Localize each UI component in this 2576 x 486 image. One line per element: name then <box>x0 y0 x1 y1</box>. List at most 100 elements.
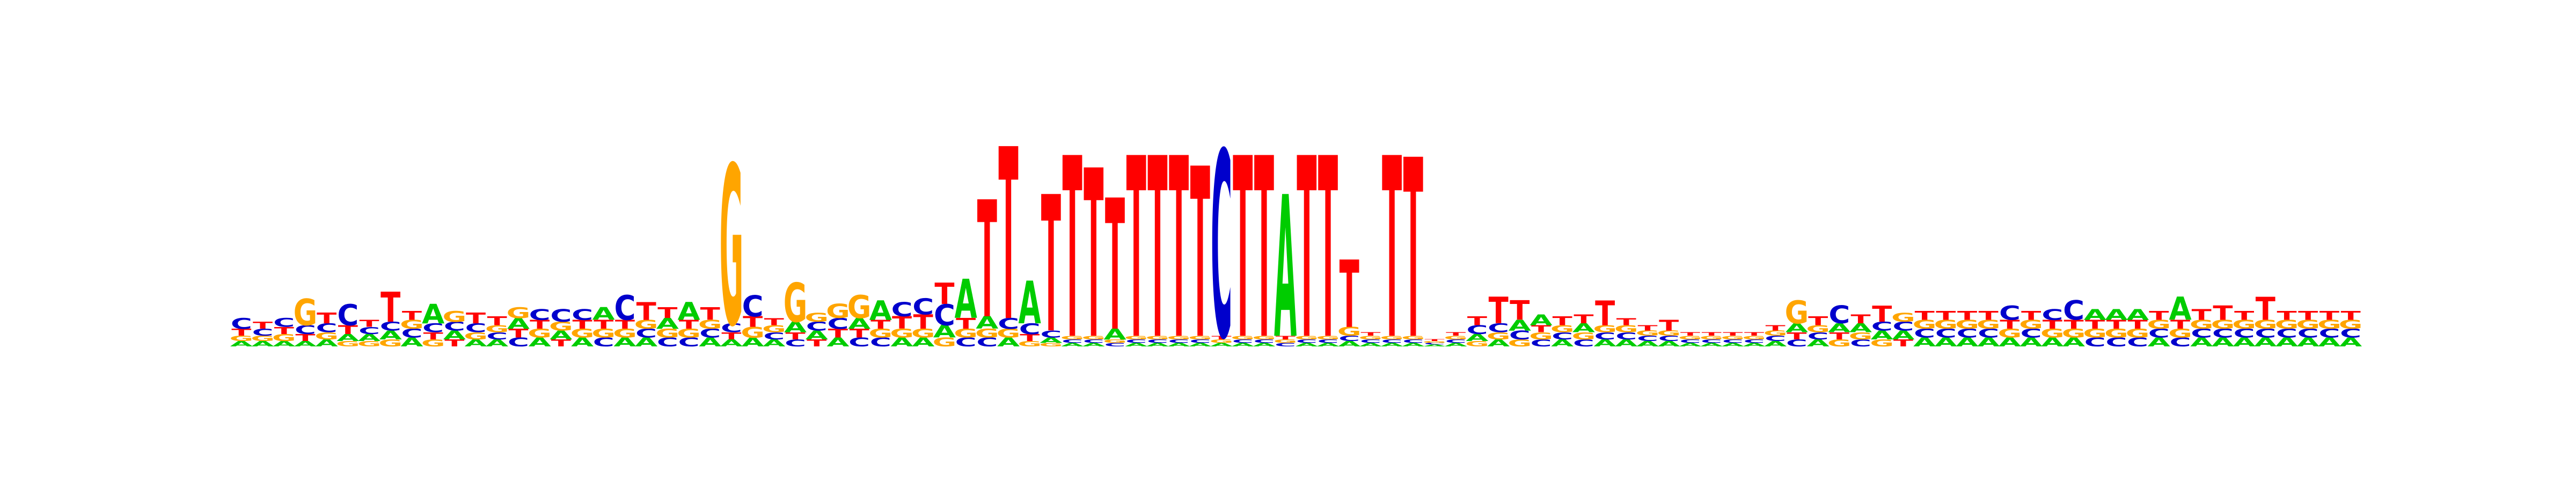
logo-letter-G-pos-98: G <box>2296 317 2320 332</box>
logo-letter-G-pos-16: G <box>549 319 573 333</box>
logo-letter-A-pos-77: A <box>1849 321 1872 335</box>
logo-letter-A-pos-69: A <box>1679 342 1701 347</box>
logo-letter-C-pos-37: C <box>998 315 1019 332</box>
logo-letter-C-pos-46: C <box>1189 338 1211 344</box>
logo-letter-A-pos-42: A <box>1103 326 1126 343</box>
logo-letter-G-pos-60: G <box>1487 330 1511 342</box>
logo-letter-C-pos-54: C <box>1360 338 1381 344</box>
logo-letter-T-pos-63: T <box>1553 314 1573 328</box>
logo-letter-T-pos-22: T <box>679 317 699 332</box>
logo-letter-C-pos-6: C <box>337 298 358 332</box>
logo-letter-G-pos-14: G <box>507 305 531 322</box>
logo-letter-T-pos-11: T <box>444 337 465 349</box>
logo-letter-T-pos-83: T <box>1979 308 1999 323</box>
logo-letter-G-pos-92: G <box>2168 326 2192 340</box>
logo-letter-C-pos-67: C <box>1637 335 1658 343</box>
logo-letter-T-pos-18: T <box>594 317 614 332</box>
logo-letter-C-pos-29: C <box>827 315 848 332</box>
logo-letter-T-pos-12: T <box>466 310 486 327</box>
logo-letter-G-pos-17: G <box>570 326 595 340</box>
logo-letter-A-pos-96: A <box>2254 335 2277 350</box>
logo-letter-T-pos-69: T <box>1680 331 1701 337</box>
logo-letter-T-pos-78: T <box>1872 302 1892 327</box>
logo-letter-G-pos-58: G <box>1444 335 1468 340</box>
logo-letter-A-pos-75: A <box>1807 337 1830 349</box>
logo-letter-A-pos-32: A <box>890 335 913 350</box>
logo-letter-T-pos-64: T <box>1574 312 1594 327</box>
logo-letter-C-pos-18: C <box>593 335 614 350</box>
logo-letter-C-pos-12: C <box>465 321 487 335</box>
logo-letter-C-pos-8: C <box>380 319 401 333</box>
logo-letter-T-pos-89: T <box>2106 317 2127 332</box>
logo-letter-A-pos-9: A <box>400 335 423 350</box>
logo-letter-G-pos-25: G <box>741 324 765 342</box>
logo-letter-T-pos-28: T <box>807 337 827 349</box>
logo-letter-C-pos-68: C <box>1658 335 1680 343</box>
logo-letter-T-pos-55: T <box>1382 106 1402 395</box>
logo-letter-G-pos-81: G <box>1934 317 1958 332</box>
logo-letter-A-pos-94: A <box>2212 335 2235 350</box>
logo-letter-T-pos-7: T <box>359 318 379 329</box>
logo-letter-T-pos-38: T <box>1020 332 1040 343</box>
logo-letter-A-pos-64: A <box>1572 321 1596 335</box>
logo-letter-C-pos-40: C <box>1062 338 1083 344</box>
logo-letter-C-pos-72: C <box>1744 338 1765 344</box>
logo-letter-T-pos-99: T <box>2319 308 2340 323</box>
logo-letter-C-pos-1: C <box>231 315 252 332</box>
logo-letter-G-pos-22: G <box>677 326 701 340</box>
logo-stacks: AGTCAGCTAGTCATCGAGCTGATCGACTGACTACGTGTCA… <box>229 99 2362 396</box>
logo-letter-A-pos-98: A <box>2297 335 2320 350</box>
logo-letter-A-pos-99: A <box>2318 335 2341 350</box>
logo-letter-A-pos-71: A <box>1722 342 1744 347</box>
logo-letter-C-pos-90: C <box>2127 335 2148 350</box>
logo-letter-C-pos-15: C <box>529 307 551 324</box>
logo-letter-G-pos-35: G <box>954 326 978 340</box>
logo-letter-C-pos-62: C <box>1531 337 1552 349</box>
logo-letter-T-pos-66: T <box>1616 316 1637 327</box>
logo-letter-G-pos-23: G <box>698 317 722 332</box>
logo-letter-C-pos-11: C <box>444 319 465 333</box>
logo-letter-A-pos-82: A <box>1956 335 1979 350</box>
logo-letter-T-pos-20: T <box>636 298 656 325</box>
logo-letter-C-pos-9: C <box>401 326 422 340</box>
logo-letter-G-pos-1: G <box>229 335 253 343</box>
logo-letter-C-pos-25: C <box>742 289 764 323</box>
logo-letter-A-pos-62: A <box>1529 312 1553 329</box>
logo-letter-G-pos-38: G <box>1018 340 1042 349</box>
logo-letter-C-pos-17: C <box>572 307 593 324</box>
logo-letter-C-pos-99: C <box>2318 326 2340 340</box>
logo-letter-A-pos-81: A <box>1935 335 1958 350</box>
logo-letter-A-pos-56: A <box>1402 342 1424 347</box>
logo-letter-A-pos-38: A <box>1019 270 1041 337</box>
logo-letter-A-pos-83: A <box>1977 335 2000 350</box>
logo-letter-A-pos-2: A <box>251 340 274 349</box>
logo-letter-G-pos-10: G <box>421 337 445 349</box>
logo-letter-A-pos-89: A <box>2105 307 2128 324</box>
logo-letter-T-pos-77: T <box>1850 312 1871 327</box>
logo-letter-A-pos-47: A <box>1210 342 1233 347</box>
logo-letter-G-pos-69: G <box>1678 335 1702 340</box>
